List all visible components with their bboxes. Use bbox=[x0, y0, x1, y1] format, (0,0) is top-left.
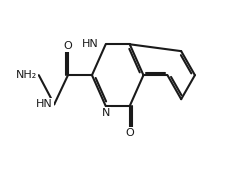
Text: O: O bbox=[125, 128, 133, 139]
Text: HN: HN bbox=[82, 39, 98, 49]
Text: O: O bbox=[63, 41, 72, 51]
Text: NH₂: NH₂ bbox=[16, 70, 37, 80]
Text: N: N bbox=[101, 108, 109, 118]
Text: HN: HN bbox=[36, 99, 52, 109]
